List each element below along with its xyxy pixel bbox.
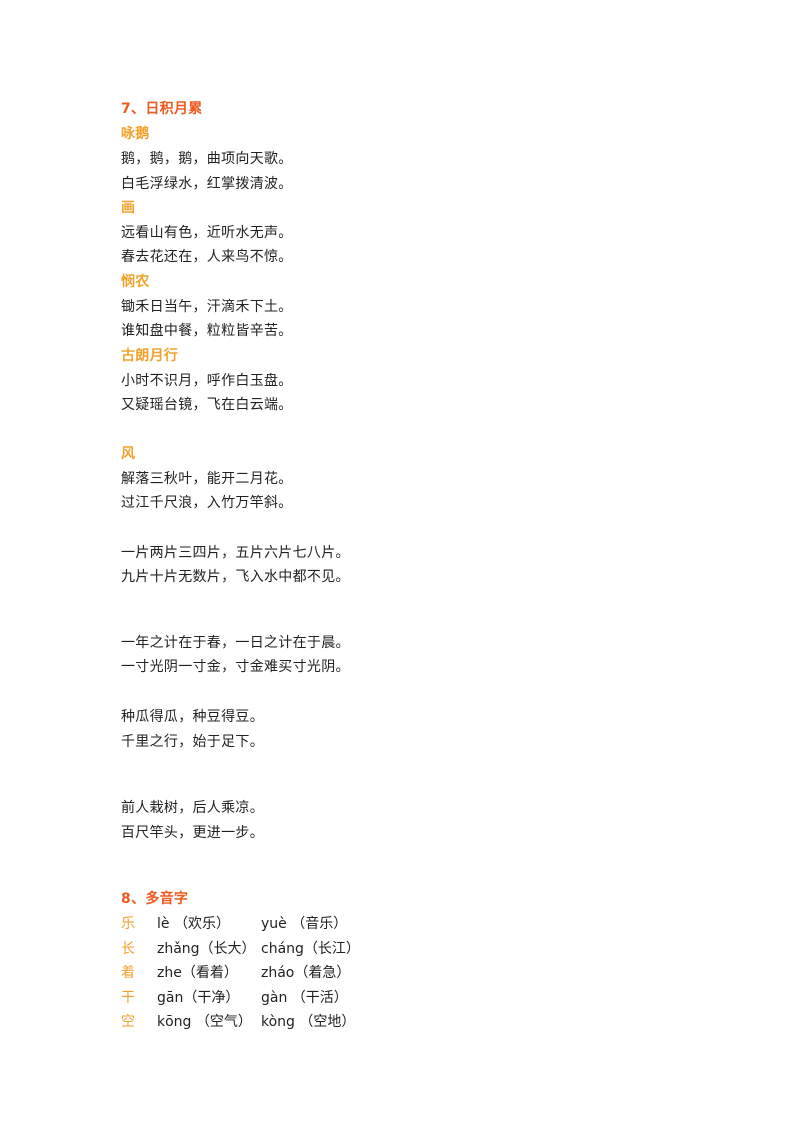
polyphone-reading: zhǎng（长大） [157,941,256,957]
polyphone-char: 空 [121,1014,135,1030]
polyphone-reading: gān（干净） [157,990,240,1006]
polyphone-char: 着 [121,965,135,981]
poem-title: 咏鹅 [121,126,150,142]
verse-line: 一年之计在于春，一日之计在于晨。 [121,635,350,651]
poem-line: 解落三秋叶，能开二月花。 [121,471,293,487]
poem-line: 春去花还在，人来鸟不惊。 [121,249,293,265]
poem-title: 悯农 [121,274,150,290]
poem-title: 古朗月行 [121,348,179,364]
polyphone-reading: lè （欢乐） [157,916,230,932]
poem-line: 锄禾日当午，汗滴禾下土。 [121,299,293,315]
polyphone-reading: zháo（着急） [261,965,351,981]
poem-line: 鹅，鹅，鹅，曲项向天歌。 [121,151,293,167]
verse-line: 九片十片无数片，飞入水中都不见。 [121,569,350,585]
polyphone-reading: kōng （空气） [157,1014,252,1030]
poem-line: 远看山有色，近听水无声。 [121,225,293,241]
poem-title: 风 [121,446,136,462]
poem-title: 画 [121,200,136,216]
polyphone-reading: gàn （干活） [261,990,348,1006]
polyphone-char: 乐 [121,916,135,932]
polyphone-reading: zhe（看着） [157,965,238,981]
polyphone-reading: cháng（长江） [261,941,360,957]
polyphone-char: 干 [121,990,135,1006]
poem-line: 又疑瑶台镜，飞在白云端。 [121,397,293,413]
verse-line: 种瓜得瓜，种豆得豆。 [121,709,264,725]
polyphone-reading: yuè （音乐） [261,916,348,932]
poem-line: 白毛浮绿水，红掌拨清波。 [121,176,293,192]
verse-line: 一寸光阴一寸金，寸金难买寸光阴。 [121,659,350,675]
section-8-heading: 8、多音字 [121,891,189,907]
polyphone-char: 长 [121,941,135,957]
poem-line: 小时不识月，呼作白玉盘。 [121,373,293,389]
verse-line: 一片两片三四片，五片六片七八片。 [121,545,350,561]
verse-line: 百尺竿头，更进一步。 [121,825,264,841]
poem-line: 过江千尺浪，入竹万竿斜。 [121,495,293,511]
polyphone-reading: kòng （空地） [261,1014,356,1030]
section-7-heading: 7、日积月累 [121,101,203,117]
verse-line: 千里之行，始于足下。 [121,734,264,750]
poem-line: 谁知盘中餐，粒粒皆辛苦。 [121,323,293,339]
verse-line: 前人栽树，后人乘凉。 [121,800,264,816]
